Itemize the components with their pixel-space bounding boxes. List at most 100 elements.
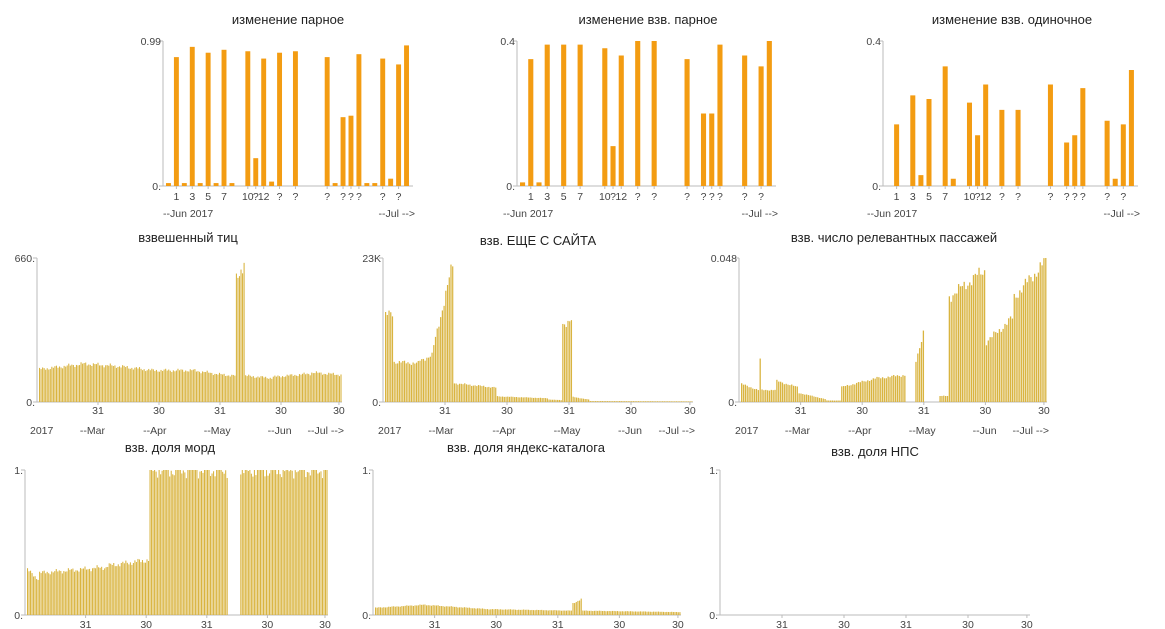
bar: [517, 397, 519, 402]
bar: [1019, 290, 1021, 402]
bar: [122, 561, 124, 615]
bar: [920, 342, 923, 402]
bar: [662, 611, 665, 615]
bar: [742, 384, 745, 402]
bar: [528, 59, 534, 186]
bar: [433, 345, 435, 402]
bar: [656, 401, 659, 402]
bar: [193, 470, 195, 615]
bar: [177, 368, 179, 402]
bar: [195, 371, 197, 402]
bar: [657, 611, 660, 615]
bar: [496, 396, 499, 402]
bar: [796, 386, 798, 402]
bar: [1080, 88, 1086, 186]
bar: [983, 84, 989, 186]
y-tick-label: 23K: [362, 253, 381, 265]
bar: [621, 611, 623, 615]
bar: [591, 401, 593, 402]
x-tick-label: 30: [501, 405, 513, 417]
bar: [197, 183, 203, 186]
bar: [435, 605, 438, 615]
bar: [48, 573, 50, 615]
y-tick-label: 0.: [728, 397, 737, 409]
bar: [222, 374, 224, 402]
bar: [563, 324, 566, 402]
bar: [634, 611, 637, 615]
bar: [575, 397, 578, 402]
bar: [36, 579, 38, 615]
bar: [375, 607, 377, 615]
bar: [118, 366, 121, 402]
bar: [613, 610, 615, 615]
bar: [405, 363, 407, 402]
bar: [457, 607, 459, 615]
bar: [213, 183, 219, 186]
bar: [770, 389, 772, 402]
bar: [205, 372, 207, 402]
bar: [943, 395, 945, 402]
chart-title: взв. доля яндекс-каталога: [447, 440, 606, 455]
bar: [225, 376, 227, 402]
bar: [218, 372, 221, 402]
y-tick-label: 0.: [26, 397, 35, 409]
bar: [809, 395, 811, 402]
bar: [240, 269, 242, 402]
bar: [161, 470, 163, 615]
bar: [92, 568, 94, 615]
bar: [667, 611, 669, 615]
range-label: --Jun 2017: [163, 208, 213, 220]
bar: [479, 385, 481, 402]
bar: [559, 610, 561, 615]
x-tick-label: 30: [153, 405, 165, 417]
bar: [1006, 324, 1008, 402]
bar: [791, 384, 793, 402]
chart-title: изменение взв. парное: [578, 12, 717, 27]
bar: [261, 58, 267, 186]
bar: [421, 604, 423, 615]
bar: [335, 374, 337, 402]
bar: [486, 387, 488, 402]
bar: [643, 611, 645, 615]
bar: [954, 293, 956, 402]
bar: [820, 398, 823, 402]
bar: [220, 470, 222, 615]
bar: [458, 607, 461, 615]
bar: [600, 610, 602, 615]
bar: [536, 397, 538, 402]
bar: [460, 607, 462, 615]
bar: [560, 610, 563, 615]
bar: [396, 64, 402, 186]
bar: [410, 364, 413, 402]
bar: [942, 66, 948, 186]
range-label: --Jun: [618, 425, 642, 437]
bar: [445, 290, 447, 402]
bar: [89, 568, 91, 615]
bar: [626, 611, 628, 615]
bar: [214, 373, 216, 402]
bar: [598, 610, 600, 615]
bar: [397, 363, 399, 402]
x-tick-label: 1: [173, 191, 179, 203]
bar: [401, 606, 403, 615]
bar: [220, 373, 222, 402]
bar: [73, 571, 75, 615]
bar: [520, 182, 526, 186]
bar: [215, 374, 217, 402]
bar: [168, 369, 170, 402]
bar: [181, 473, 183, 615]
x-tick-label: ?: [253, 191, 259, 203]
bar: [105, 567, 107, 615]
bar: [114, 566, 116, 615]
bar: [183, 371, 185, 402]
bar: [887, 376, 889, 402]
bar: [995, 332, 997, 402]
bar: [1064, 142, 1070, 186]
bar: [123, 365, 125, 402]
bar: [581, 398, 583, 402]
bar: [288, 375, 290, 402]
range-label: --Jun 2017: [867, 208, 917, 220]
bar: [514, 397, 516, 402]
bar: [1004, 323, 1006, 402]
